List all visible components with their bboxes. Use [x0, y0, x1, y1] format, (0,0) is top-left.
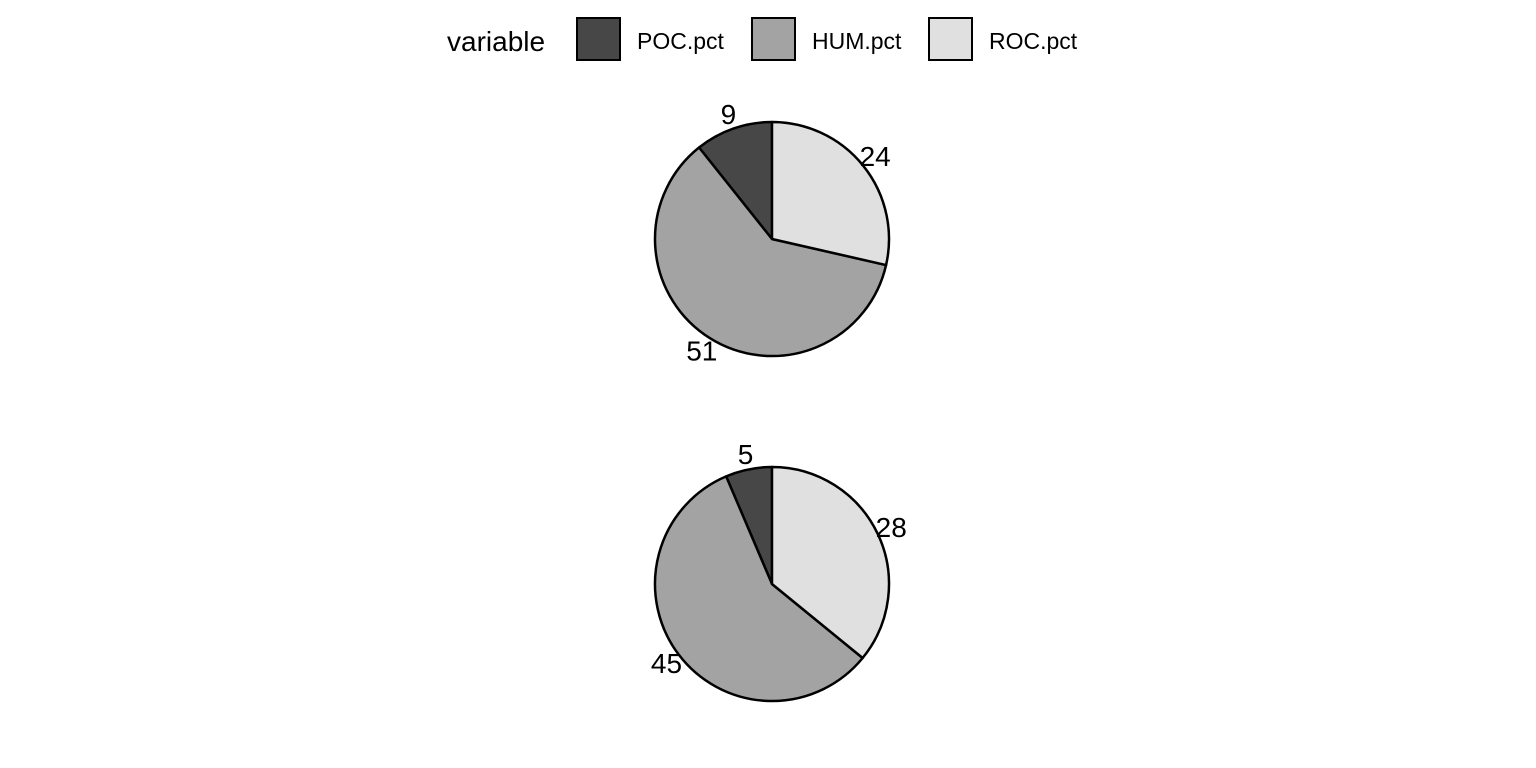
slice-roc-pct [770, 120, 891, 267]
slice-value-label: 28 [876, 512, 907, 543]
legend-title: variable [447, 26, 545, 57]
slice-roc-pct [770, 465, 891, 660]
pie-2: 5 45 28 [651, 439, 907, 703]
legend-key-poc [576, 17, 621, 61]
slice-hum-pct [653, 146, 888, 358]
legend-key-roc [928, 17, 973, 61]
slice-hum-pct [653, 475, 864, 703]
legend-label-roc: ROC.pct [989, 28, 1078, 54]
legend-label-poc: POC.pct [637, 28, 725, 54]
slice-value-label: 24 [860, 141, 891, 172]
slice-value-label: 45 [651, 648, 682, 679]
slice-value-label: 51 [686, 335, 717, 366]
legend-key-hum [751, 17, 796, 61]
slice-value-label: 5 [738, 439, 754, 470]
slice-poc-pct [697, 120, 774, 241]
legend: variable POC.pct HUM.pct ROC.pct [447, 17, 1078, 61]
pie-1: 9 51 24 [653, 99, 891, 366]
legend-label-hum: HUM.pct [812, 28, 902, 54]
slice-value-label: 9 [721, 99, 737, 130]
